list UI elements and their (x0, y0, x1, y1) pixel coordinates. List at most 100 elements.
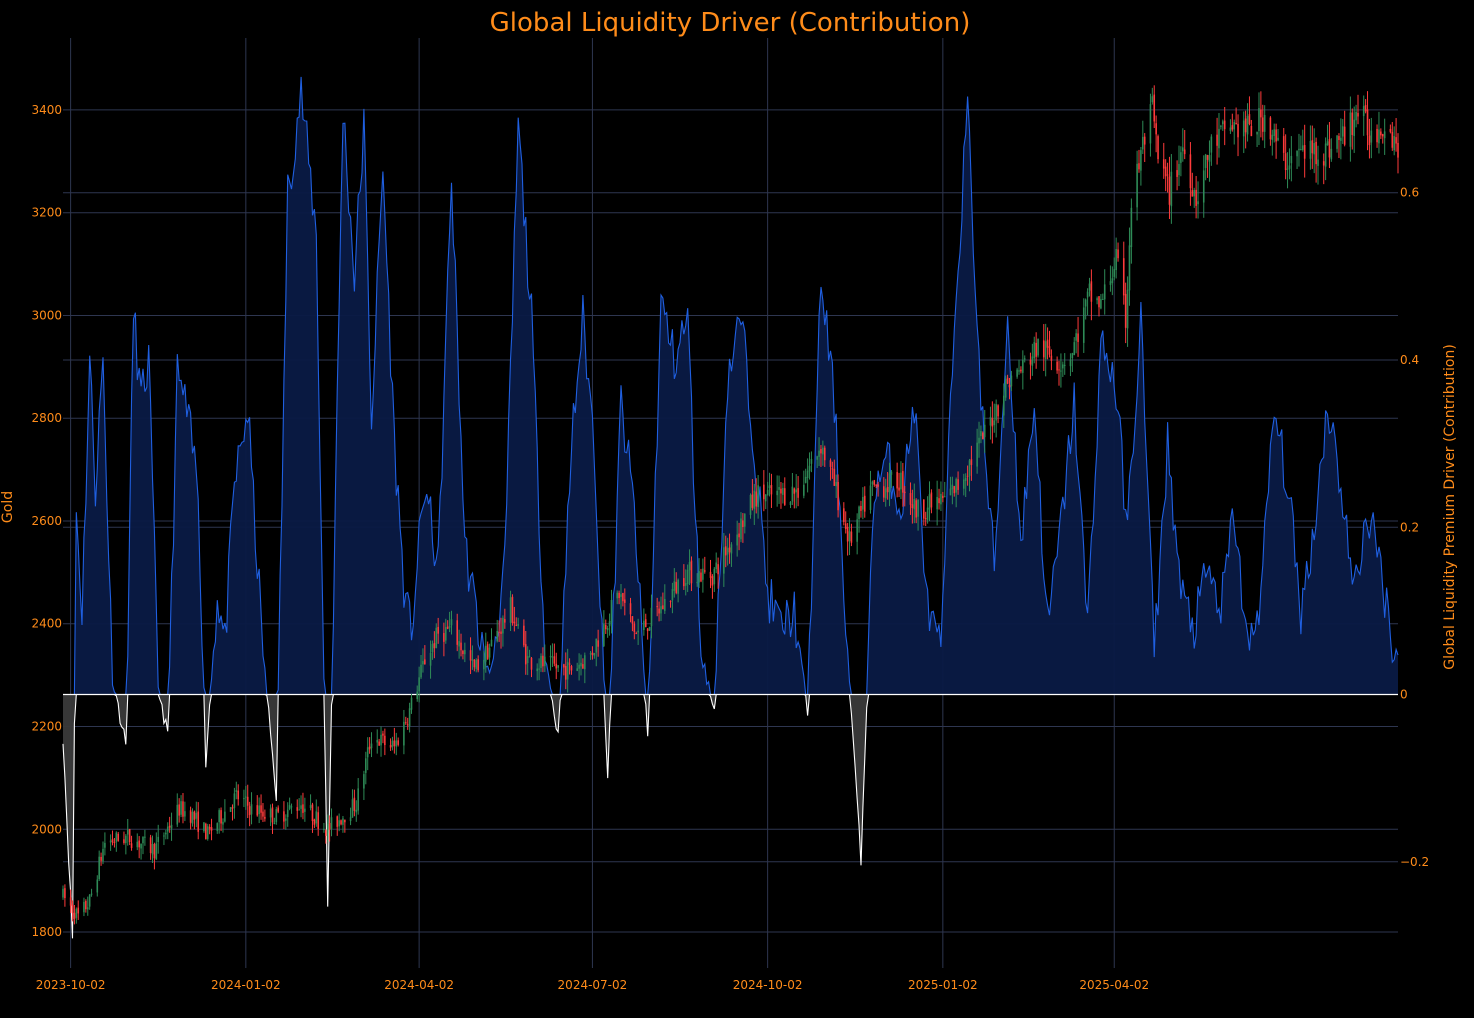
gold-candle-body (793, 488, 796, 494)
gold-candle-body (1349, 112, 1352, 147)
gold-candle-body (743, 513, 746, 527)
gold-candle-body (1368, 135, 1371, 146)
gold-candle-body (195, 812, 198, 819)
gold-candle-body (637, 630, 639, 633)
gold-candle-body (1111, 278, 1114, 284)
x-tick-label: 2023-10-02 (36, 978, 106, 992)
gold-candle-body (1062, 364, 1064, 369)
gold-candle-body (1311, 140, 1314, 154)
gold-candle-body (730, 544, 733, 554)
gold-candle-body (1115, 248, 1117, 271)
gold-candle-body (370, 743, 373, 749)
gold-candle-body (286, 809, 289, 818)
gold-candle-body (862, 496, 864, 510)
gold-candle-body (1164, 166, 1167, 177)
gold-candle-body (957, 479, 959, 490)
gold-candle-body (311, 804, 314, 822)
gold-candle-body (595, 638, 598, 653)
gold-candle-body (1071, 353, 1074, 359)
gold-candle-body (669, 600, 672, 602)
gold-candle-body (1056, 361, 1058, 371)
gold-candle-body (1058, 369, 1060, 371)
gold-candle-body (833, 468, 836, 486)
gold-candle-body (1084, 299, 1087, 307)
gold-candle-body (450, 619, 453, 626)
gold-candle-body (500, 631, 502, 634)
gold-candle-body (1284, 153, 1287, 171)
y-left-tick-label: 2200 (31, 720, 62, 734)
gold-candle-body (1002, 395, 1005, 416)
gold-candle-body (73, 912, 76, 920)
gold-candle-body (290, 806, 293, 808)
gold-candle-body (182, 801, 184, 817)
gold-candle-body (416, 691, 419, 699)
gold-candle-body (250, 804, 253, 815)
gold-candle-body (820, 449, 822, 454)
gold-candle-body (1220, 125, 1222, 127)
gold-candle-body (149, 837, 152, 854)
gold-candle-body (155, 843, 158, 860)
gold-candle-body (922, 499, 925, 519)
gold-candle-body (955, 479, 957, 493)
gold-candle-body (397, 740, 399, 745)
gold-candle-body (224, 811, 226, 822)
gold-candle-body (629, 603, 632, 615)
gold-candle-body (646, 628, 649, 632)
gold-candle-body (376, 740, 379, 743)
gold-candle-body (235, 790, 238, 792)
gold-candle-body (604, 624, 607, 630)
gold-candle-body (683, 578, 685, 587)
gold-candle-body (618, 592, 620, 599)
gold-candle-body (1042, 340, 1045, 358)
gold-candle-body (406, 724, 409, 726)
gold-candle-body (517, 624, 519, 626)
gold-candle-body (1018, 370, 1020, 372)
gold-candle-body (1303, 145, 1306, 159)
gold-candle-body (888, 473, 891, 493)
gold-candle-body (542, 655, 544, 667)
gold-candle-body (429, 652, 432, 666)
gold-candle-body (1044, 341, 1047, 360)
gold-candle-body (1391, 131, 1394, 148)
gold-candle-body (580, 662, 582, 667)
gold-candle-body (1229, 127, 1232, 131)
gold-candle-body (898, 487, 900, 491)
gold-candle-body (728, 547, 731, 553)
gold-candle-body (663, 599, 666, 611)
gold-candle-body (1290, 155, 1293, 164)
gold-candle-body (458, 641, 460, 647)
gold-candle-body (380, 734, 382, 746)
gold-candle-body (433, 643, 436, 649)
gold-candle-body (111, 839, 114, 843)
gold-candle-body (1324, 143, 1327, 167)
gold-candle-body (883, 486, 885, 498)
gold-candle-body (446, 626, 449, 629)
gold-candle-body (1233, 122, 1236, 130)
y-right-axis-title: Global Liquidity Premium Driver (Contrib… (1442, 344, 1458, 670)
gold-candle-body (823, 447, 826, 461)
y-right-tick-label: 0 (1400, 688, 1408, 702)
gold-candle-body (262, 811, 264, 817)
y-left-tick-label: 2800 (31, 411, 62, 425)
gold-candle-body (1189, 154, 1192, 189)
gold-candle-body (1300, 148, 1302, 150)
gold-candle-body (1216, 134, 1218, 146)
gold-candle-body (62, 888, 64, 898)
gold-candle-body (206, 826, 209, 840)
axes: 2023-10-02 2024-01-02 2024-04-02 2024-07-02… (31, 103, 1429, 992)
gold-candle-body (1088, 283, 1091, 291)
gold-candle-body (1202, 170, 1205, 203)
gold-candle-body (782, 488, 784, 495)
gold-candle-body (890, 471, 893, 475)
gold-candle-body (83, 901, 85, 913)
gold-candle-body (997, 405, 999, 417)
gold-candle-body (896, 472, 898, 489)
gold-candle-body (1113, 268, 1116, 277)
gold-candle-body (1022, 359, 1024, 373)
gold-candle-body (966, 475, 969, 477)
gold-candle-body (210, 827, 213, 831)
gold-candle-body (233, 793, 236, 808)
gold-candle-body (302, 804, 304, 813)
gold-candle-body (1178, 163, 1180, 176)
gold-candle-body (168, 825, 171, 828)
